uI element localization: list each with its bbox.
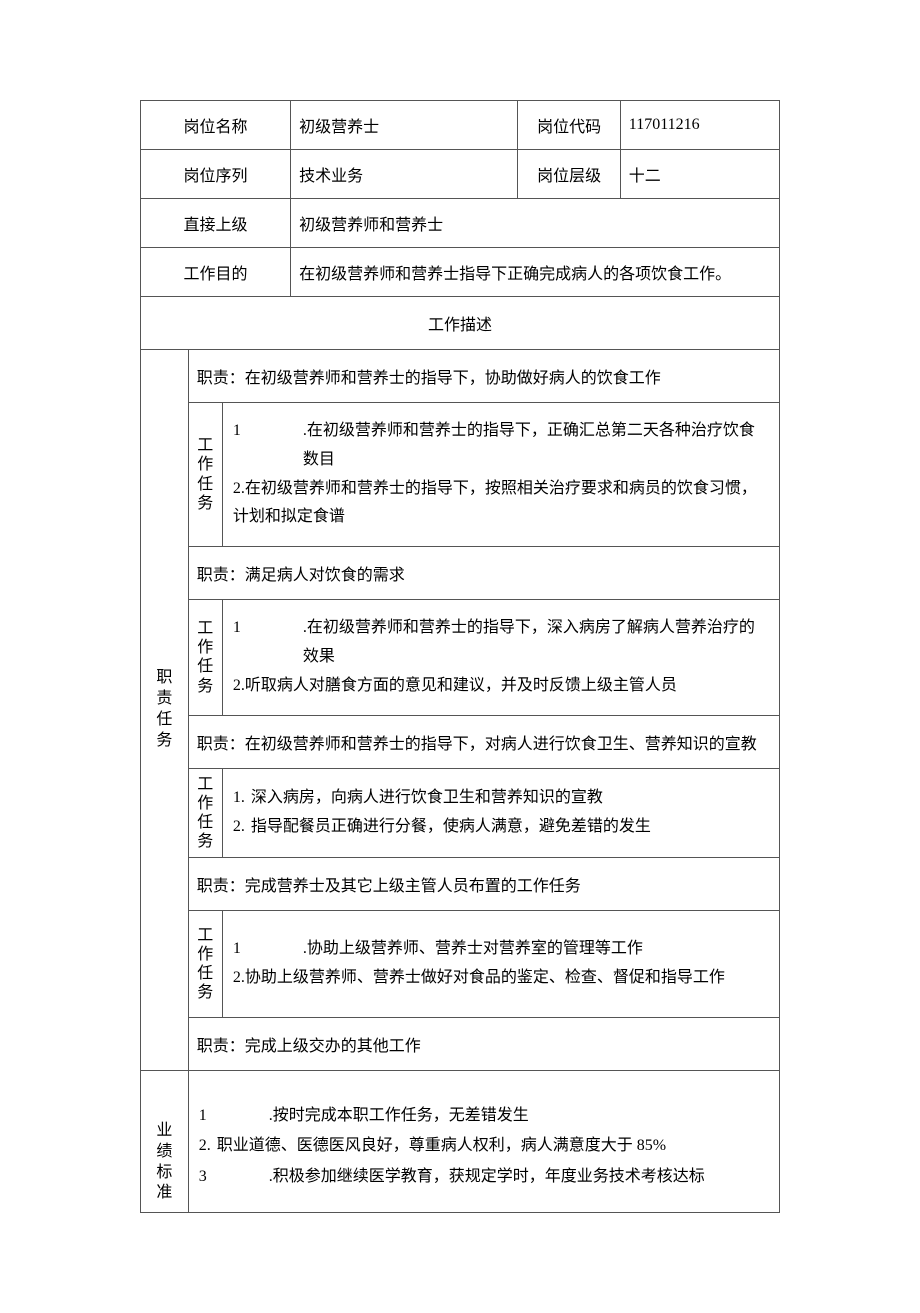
task-3a-num: 1. — [233, 784, 251, 813]
position-code-label: 岗位代码 — [518, 101, 620, 150]
position-series-value: 技术业务 — [291, 150, 518, 199]
position-level-value: 十二 — [620, 150, 779, 199]
duty-title-4: 职责：完成营养士及其它上级主管人员布置的工作任务 — [188, 858, 779, 911]
description-header-row: 工作描述 — [141, 297, 780, 350]
duty-title-3: 职责：在初级营养师和营养士的指导下，对病人进行饮食卫生、营养知识的宣教 — [188, 715, 779, 768]
duties-label: 职责任务 — [141, 350, 189, 1071]
duty-row-5: 职责：完成上级交办的其他工作 — [141, 1017, 780, 1070]
supervisor-label: 直接上级 — [141, 199, 291, 248]
position-level-label: 岗位层级 — [518, 150, 620, 199]
task-row-1: 工作任务 1.在初级营养师和营养士的指导下，正确汇总第二天各种治疗饮食数目 2.… — [141, 403, 780, 547]
supervisor-value: 初级营养师和营养士 — [291, 199, 780, 248]
job-description-table: 岗位名称 初级营养士 岗位代码 117011216 岗位序列 技术业务 岗位层级… — [140, 100, 780, 1213]
purpose-label: 工作目的 — [141, 248, 291, 297]
duty-title-5: 职责：完成上级交办的其他工作 — [188, 1017, 779, 1070]
header-row-1: 岗位名称 初级营养士 岗位代码 117011216 — [141, 101, 780, 150]
duty-row-3: 职责：在初级营养师和营养士的指导下，对病人进行饮食卫生、营养知识的宣教 — [141, 715, 780, 768]
performance-label: 业绩标准 — [141, 1070, 189, 1212]
task-content-1: 1.在初级营养师和营养士的指导下，正确汇总第二天各种治疗饮食数目 2.在初级营养… — [222, 403, 779, 547]
task-label-3: 工作任务 — [188, 768, 222, 858]
performance-row: 业绩标准 1.按时完成本职工作任务，无差错发生 2.职业道德、医德医风良好，尊重… — [141, 1070, 780, 1212]
task-2-append: 2.听取病人对膳食方面的意见和建议，并及时反馈上级主管人员 — [233, 672, 769, 701]
position-name-value: 初级营养士 — [291, 101, 518, 150]
position-name-label: 岗位名称 — [141, 101, 291, 150]
task-1-append: 2.在初级营养师和营养士的指导下，按照相关治疗要求和病员的饮食习惯，计划和拟定食… — [233, 475, 769, 533]
header-row-4: 工作目的 在初级营养师和营养士指导下正确完成病人的各项饮食工作。 — [141, 248, 780, 297]
task-3a-text: 深入病房，向病人进行饮食卫生和营养知识的宣教 — [251, 784, 769, 813]
duty-row-1: 职责任务 职责：在初级营养师和营养士的指导下，协助做好病人的饮食工作 — [141, 350, 780, 403]
task-4-num: 1 — [233, 935, 303, 964]
task-row-2: 工作任务 1.在初级营养师和营养士的指导下，深入病房了解病人营养治疗的效果 2.… — [141, 600, 780, 715]
position-series-label: 岗位序列 — [141, 150, 291, 199]
task-3b-num: 2. — [233, 813, 251, 842]
duty-title-1: 职责：在初级营养师和营养士的指导下，协助做好病人的饮食工作 — [188, 350, 779, 403]
perf-2-num: 2. — [199, 1131, 217, 1161]
perf-1-num: 1 — [199, 1101, 269, 1131]
position-code-value: 117011216 — [620, 101, 779, 150]
task-content-3: 1.深入病房，向病人进行饮食卫生和营养知识的宣教 2.指导配餐员正确进行分餐，使… — [222, 768, 779, 858]
perf-3-text: .积极参加继续医学教育，获规定学时，年度业务技术考核达标 — [269, 1162, 705, 1192]
task-content-2: 1.在初级营养师和营养士的指导下，深入病房了解病人营养治疗的效果 2.听取病人对… — [222, 600, 779, 715]
task-label-4: 工作任务 — [188, 911, 222, 1018]
perf-2-text: 职业道德、医德医风良好，尊重病人权利，病人满意度大于 85% — [217, 1131, 666, 1161]
task-2-text: .在初级营养师和营养士的指导下，深入病房了解病人营养治疗的效果 — [303, 614, 769, 672]
task-4-text: .协助上级营养师、营养士对营养室的管理等工作 — [303, 935, 769, 964]
task-label-1: 工作任务 — [188, 403, 222, 547]
perf-1-text: .按时完成本职工作任务，无差错发生 — [269, 1101, 529, 1131]
task-4-append: 2.协助上级营养师、营养士做好对食品的鉴定、检查、督促和指导工作 — [233, 964, 769, 993]
task-label-2: 工作任务 — [188, 600, 222, 715]
task-3b-text: 指导配餐员正确进行分餐，使病人满意，避免差错的发生 — [251, 813, 769, 842]
task-2-num: 1 — [233, 614, 303, 672]
performance-content: 1.按时完成本职工作任务，无差错发生 2.职业道德、医德医风良好，尊重病人权利，… — [188, 1070, 779, 1212]
duty-title-2: 职责：满足病人对饮食的需求 — [188, 547, 779, 600]
duty-row-4: 职责：完成营养士及其它上级主管人员布置的工作任务 — [141, 858, 780, 911]
task-row-4: 工作任务 1.协助上级营养师、营养士对营养室的管理等工作 2.协助上级营养师、营… — [141, 911, 780, 1018]
task-1-text: .在初级营养师和营养士的指导下，正确汇总第二天各种治疗饮食数目 — [303, 417, 769, 475]
header-row-2: 岗位序列 技术业务 岗位层级 十二 — [141, 150, 780, 199]
task-1-num: 1 — [233, 417, 303, 475]
description-title: 工作描述 — [141, 297, 780, 350]
task-content-4: 1.协助上级营养师、营养士对营养室的管理等工作 2.协助上级营养师、营养士做好对… — [222, 911, 779, 1018]
perf-3-num: 3 — [199, 1162, 269, 1192]
duty-row-2: 职责：满足病人对饮食的需求 — [141, 547, 780, 600]
header-row-3: 直接上级 初级营养师和营养士 — [141, 199, 780, 248]
purpose-value: 在初级营养师和营养士指导下正确完成病人的各项饮食工作。 — [291, 248, 780, 297]
task-row-3: 工作任务 1.深入病房，向病人进行饮食卫生和营养知识的宣教 2.指导配餐员正确进… — [141, 768, 780, 858]
